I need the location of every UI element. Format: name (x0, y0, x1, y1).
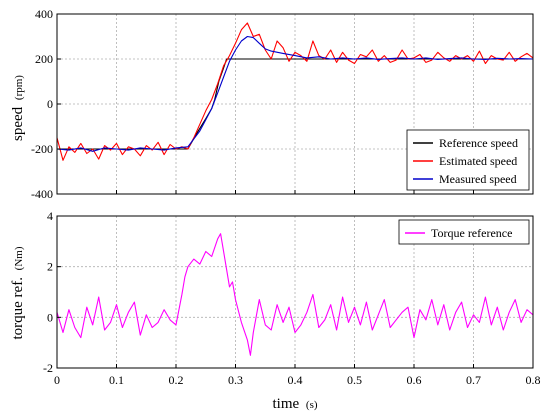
x-tick-label: 0.8 (526, 373, 541, 387)
x-tick-label: 0.4 (288, 373, 303, 387)
y-tick-label: -2 (43, 361, 53, 375)
torque-ylabel: torque ref. (Nm) (10, 246, 26, 339)
legend-box (398, 219, 530, 245)
time-xlabel: time (s) (272, 396, 317, 412)
torque-legend: Torque reference (398, 219, 530, 245)
x-tick-label: 0 (54, 373, 60, 387)
speed-ylabel: speed (rpm) (10, 75, 26, 141)
y-tick-label: 0 (47, 97, 53, 111)
y-tick-label: 200 (35, 52, 53, 66)
torque-reference-line (57, 233, 533, 356)
legend-box (406, 129, 530, 191)
x-tick-label: 0.6 (407, 373, 422, 387)
legend-label-measured-speed: Measured speed (439, 172, 517, 186)
measured-speed-line (57, 35, 533, 152)
x-tick-label: 0.1 (109, 373, 124, 387)
y-tick-label: 0 (47, 310, 53, 324)
legend-label-torque-reference: Torque reference (431, 226, 512, 240)
y-tick-label: 4 (47, 209, 53, 223)
legend-label-reference-speed: Reference speed (439, 136, 518, 150)
legend-label-estimated-speed: Estimated speed (439, 154, 517, 168)
y-tick-label: -200 (31, 142, 53, 156)
y-tick-label: 400 (35, 7, 53, 21)
speed-panel: 400 200 0 -200 -400 speed (rpm) Reference sp… (10, 7, 534, 201)
estimated-speed-line (57, 22, 533, 161)
x-tick-label: 0.5 (347, 373, 362, 387)
y-tick-label: 2 (47, 260, 53, 274)
y-tick-label: -400 (31, 187, 53, 201)
x-tick-label: 0.7 (466, 373, 481, 387)
x-tick-label: 0.3 (228, 373, 243, 387)
speed-legend: Reference speed Estimated speed Measured s… (406, 129, 530, 191)
x-tick-label: 0.2 (169, 373, 184, 387)
